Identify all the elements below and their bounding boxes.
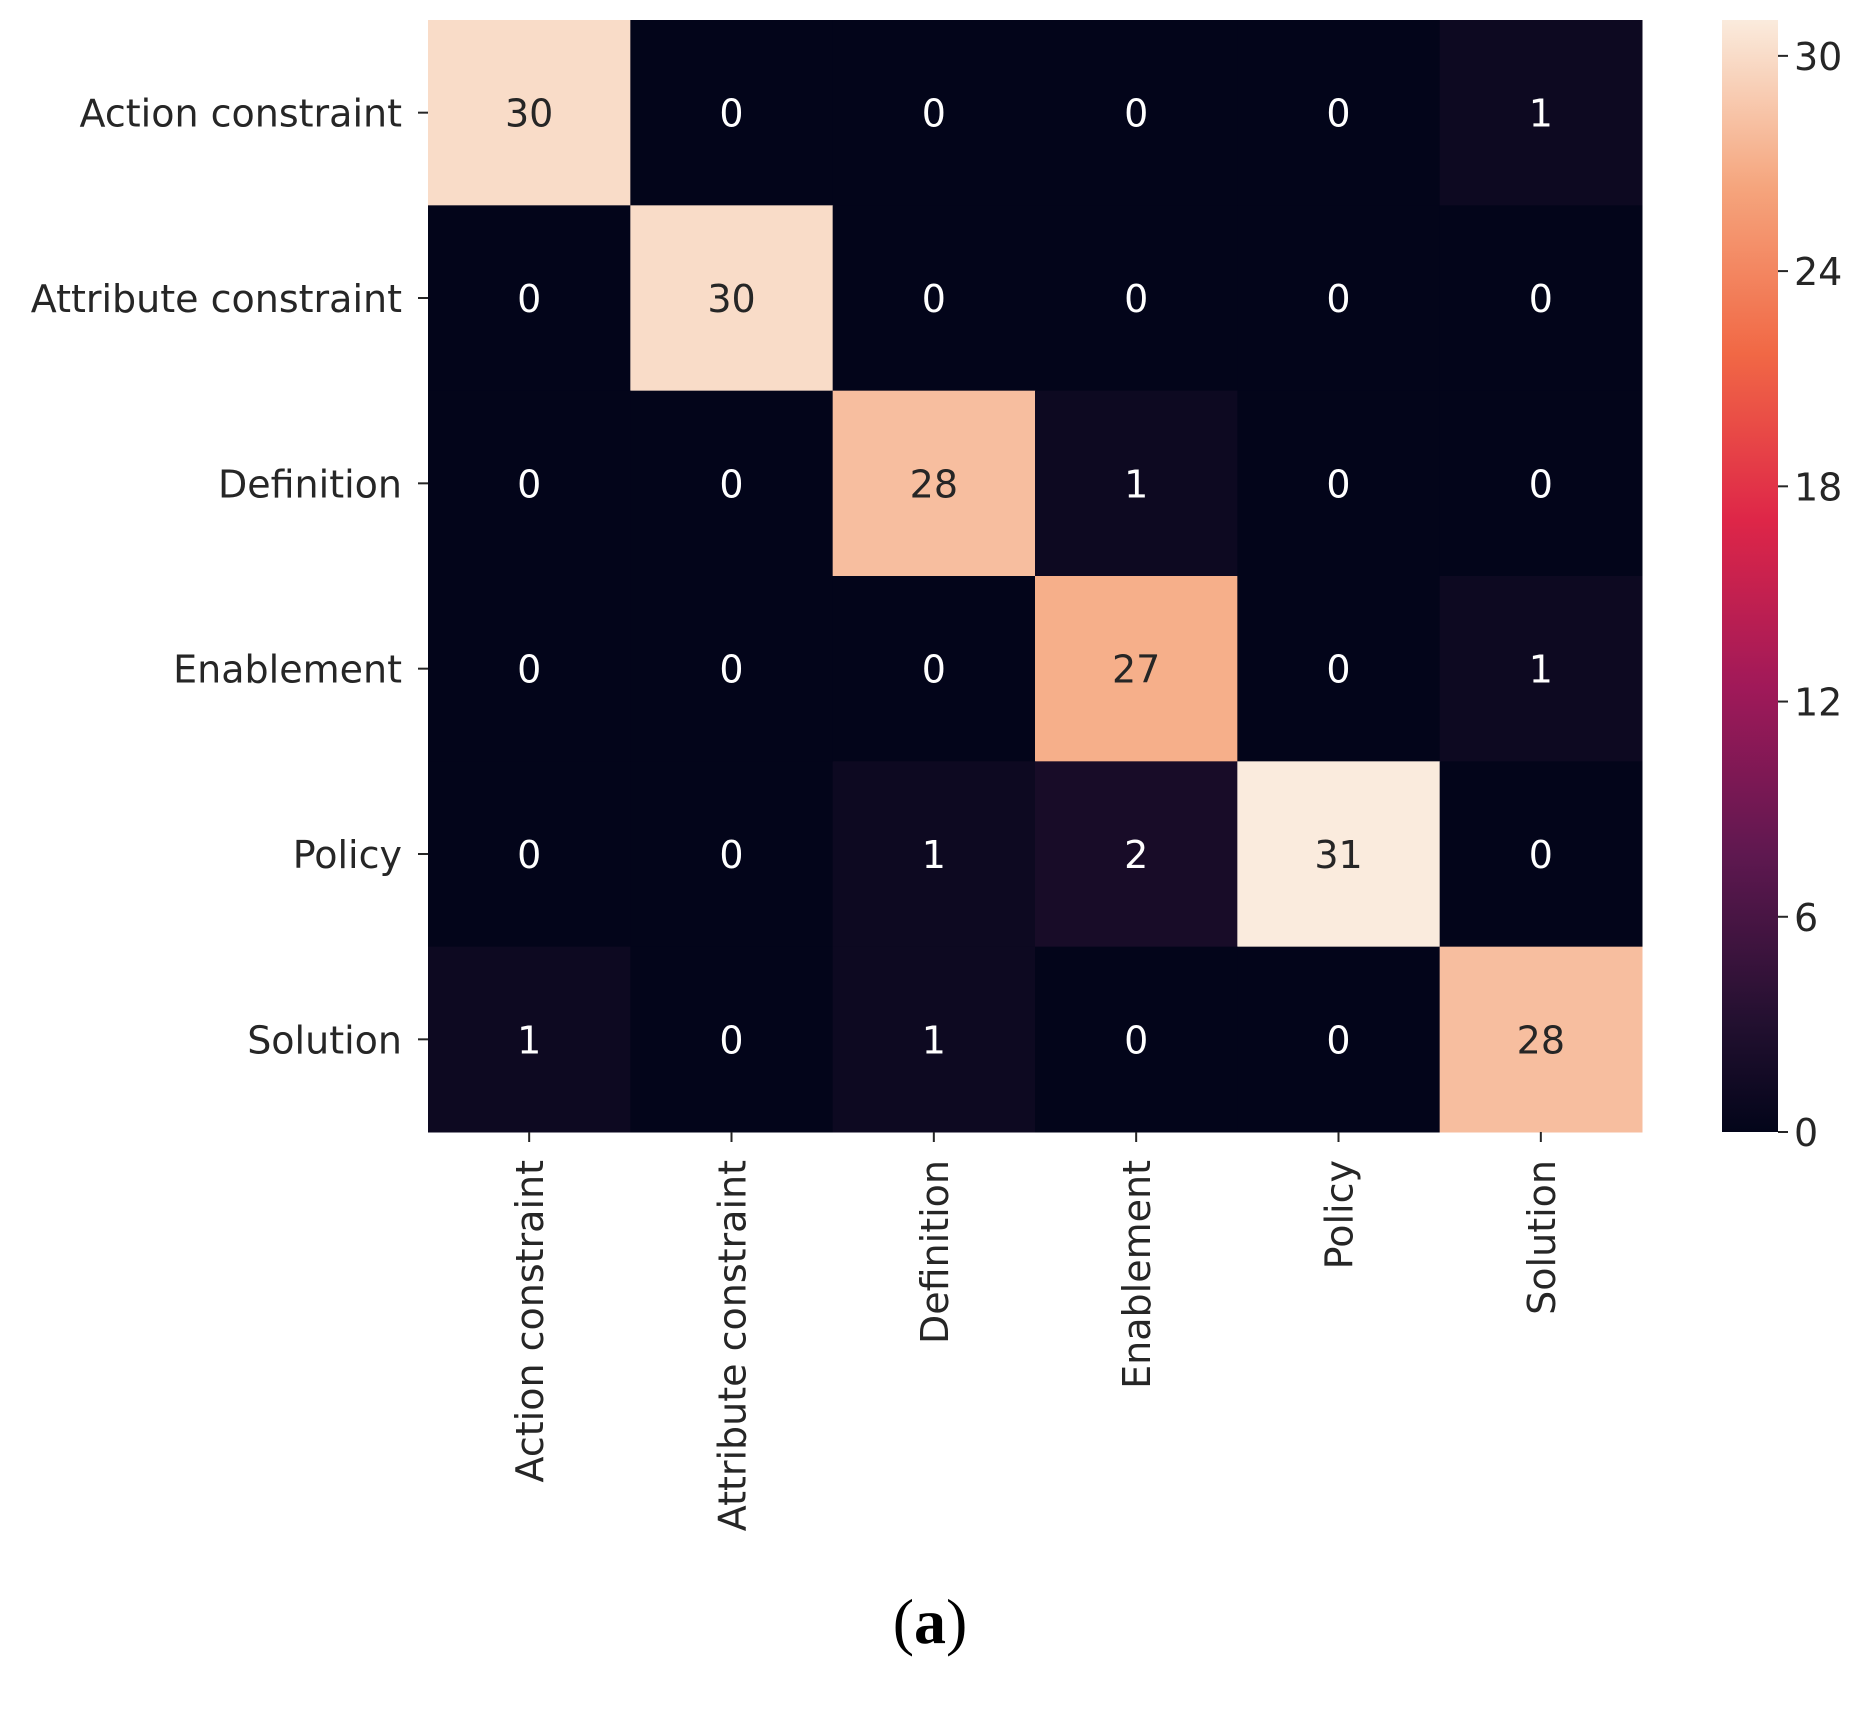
cell-value-label: 0 <box>719 648 743 692</box>
cell-value-label: 0 <box>1124 277 1148 321</box>
cell-value-label: 0 <box>922 648 946 692</box>
heatmap-cell <box>630 946 834 1133</box>
heatmap-cell <box>1035 761 1238 948</box>
cell-value-label: 1 <box>517 1018 541 1062</box>
cell-value-label: 30 <box>707 277 755 321</box>
colorbar-tick-label: 0 <box>1794 1111 1818 1155</box>
confusion-matrix-heatmap: 30 0 0 0 0 10 30 0 0 0 00 0 28 1 0 00 0 0 27 0 10 0 1 2 31 01 0 1 0 0… <box>31 20 1842 1531</box>
heatmap-cell <box>832 390 1036 577</box>
cell-value-label: 0 <box>517 462 541 506</box>
figure-caption: (a) <box>892 1586 968 1657</box>
cell-value-label: 1 <box>922 833 946 877</box>
heatmap-cell <box>832 576 1036 762</box>
cell-value-label: 28 <box>1517 1018 1565 1062</box>
cell-value-label: 1 <box>1529 92 1553 136</box>
cell-value-label: 0 <box>719 92 743 136</box>
x-tick-label: Solution <box>1520 1160 1564 1315</box>
x-tick-label: Attribute constraint <box>711 1160 755 1531</box>
cell-value-label: 0 <box>1529 833 1553 877</box>
colorbar: 0 6 12 18 24 30 <box>1722 20 1842 1155</box>
colorbar-tick-label: 24 <box>1794 250 1842 294</box>
cell-value-label: 0 <box>1124 1018 1148 1062</box>
x-axis: Action constraint Attribute constraint Def… <box>508 1132 1564 1531</box>
cell-value-label: 30 <box>505 92 553 136</box>
cell-value-label: 0 <box>1326 277 1350 321</box>
colorbar-tick-label: 18 <box>1794 465 1842 509</box>
heatmap-cell <box>428 390 631 577</box>
heatmap-cell <box>1439 761 1643 948</box>
y-tick-label: Definition <box>218 462 402 506</box>
heatmap-cell <box>832 20 1036 206</box>
cell-value-label: 0 <box>1326 92 1350 136</box>
cell-value-label: 27 <box>1112 648 1160 692</box>
heatmap-cells <box>428 20 1643 1133</box>
heatmap-cell <box>428 761 631 948</box>
cell-value-label: 31 <box>1314 833 1362 877</box>
x-tick-label: Enablement <box>1115 1160 1159 1389</box>
cell-value-label: 0 <box>517 833 541 877</box>
y-tick-label: Enablement <box>173 648 402 692</box>
heatmap-cell <box>1035 390 1238 577</box>
y-axis: Action constraint Attribute constraint Def… <box>31 92 428 1062</box>
heatmap-cell <box>1035 205 1238 392</box>
cell-value-label: 0 <box>1529 462 1553 506</box>
cell-value-label: 0 <box>517 277 541 321</box>
heatmap-cell <box>1439 205 1643 392</box>
caption-letter: a <box>914 1586 946 1657</box>
cell-annotations: 30 0 0 0 0 1 0 30 0 0 0 0 0 0 28 1 0 0 0 0 0 27 0 1 0 0 1 2 31 0 1 0 1 0 0… <box>505 92 1565 1063</box>
cell-value-label: 28 <box>910 462 958 506</box>
heatmap-cell <box>630 576 834 762</box>
heatmap-cell <box>832 761 1036 948</box>
heatmap-cell <box>1237 761 1441 948</box>
heatmap-cell <box>428 20 631 206</box>
cell-value-label: 1 <box>1529 648 1553 692</box>
cell-value-label: 0 <box>1326 1018 1350 1062</box>
heatmap-cell <box>1237 946 1441 1133</box>
heatmap-cell <box>1439 576 1643 762</box>
y-tick-label: Action constraint <box>80 92 402 136</box>
heatmap-cell <box>428 946 631 1133</box>
heatmap-cell <box>428 205 631 392</box>
colorbar-gradient <box>1722 20 1778 1132</box>
y-tick-label: Attribute constraint <box>31 277 402 321</box>
cell-value-label: 0 <box>922 92 946 136</box>
heatmap-cell <box>630 390 834 577</box>
heatmap-cell <box>1237 390 1441 577</box>
heatmap-cell <box>428 576 631 762</box>
cell-value-label: 0 <box>517 648 541 692</box>
heatmap-cell <box>630 761 834 948</box>
heatmap-cell <box>1439 20 1643 206</box>
heatmap-cell <box>1439 946 1643 1133</box>
x-tick-label: Action constraint <box>508 1160 552 1482</box>
heatmap-cell <box>1035 946 1238 1133</box>
cell-value-label: 0 <box>1326 462 1350 506</box>
cell-value-label: 2 <box>1124 833 1148 877</box>
heatmap-cell <box>630 205 834 392</box>
cell-value-label: 0 <box>1529 277 1553 321</box>
cell-value-label: 1 <box>1124 462 1148 506</box>
heatmap-cell <box>1237 205 1441 392</box>
cell-value-label: 1 <box>922 1018 946 1062</box>
cell-value-label: 0 <box>719 1018 743 1062</box>
y-tick-label: Solution <box>247 1018 402 1062</box>
cell-value-label: 0 <box>719 833 743 877</box>
heatmap-cell <box>832 205 1036 392</box>
heatmap-cell <box>1439 390 1643 577</box>
heatmap-cell <box>630 20 834 206</box>
cell-value-label: 0 <box>922 277 946 321</box>
heatmap-cell <box>1237 20 1441 206</box>
x-tick-label: Definition <box>913 1160 957 1344</box>
cell-value-label: 0 <box>719 462 743 506</box>
colorbar-tick-label: 30 <box>1794 35 1842 79</box>
cell-value-label: 0 <box>1326 648 1350 692</box>
x-tick-label: Policy <box>1318 1160 1362 1269</box>
cell-value-label: 0 <box>1124 92 1148 136</box>
heatmap-cell <box>1035 20 1238 206</box>
y-tick-label: Policy <box>293 833 402 877</box>
heatmap-cell <box>1035 576 1238 762</box>
colorbar-tick-label: 12 <box>1794 681 1842 725</box>
heatmap-cell <box>832 946 1036 1133</box>
colorbar-tick-label: 6 <box>1794 896 1818 940</box>
heatmap-cell <box>1237 576 1441 762</box>
